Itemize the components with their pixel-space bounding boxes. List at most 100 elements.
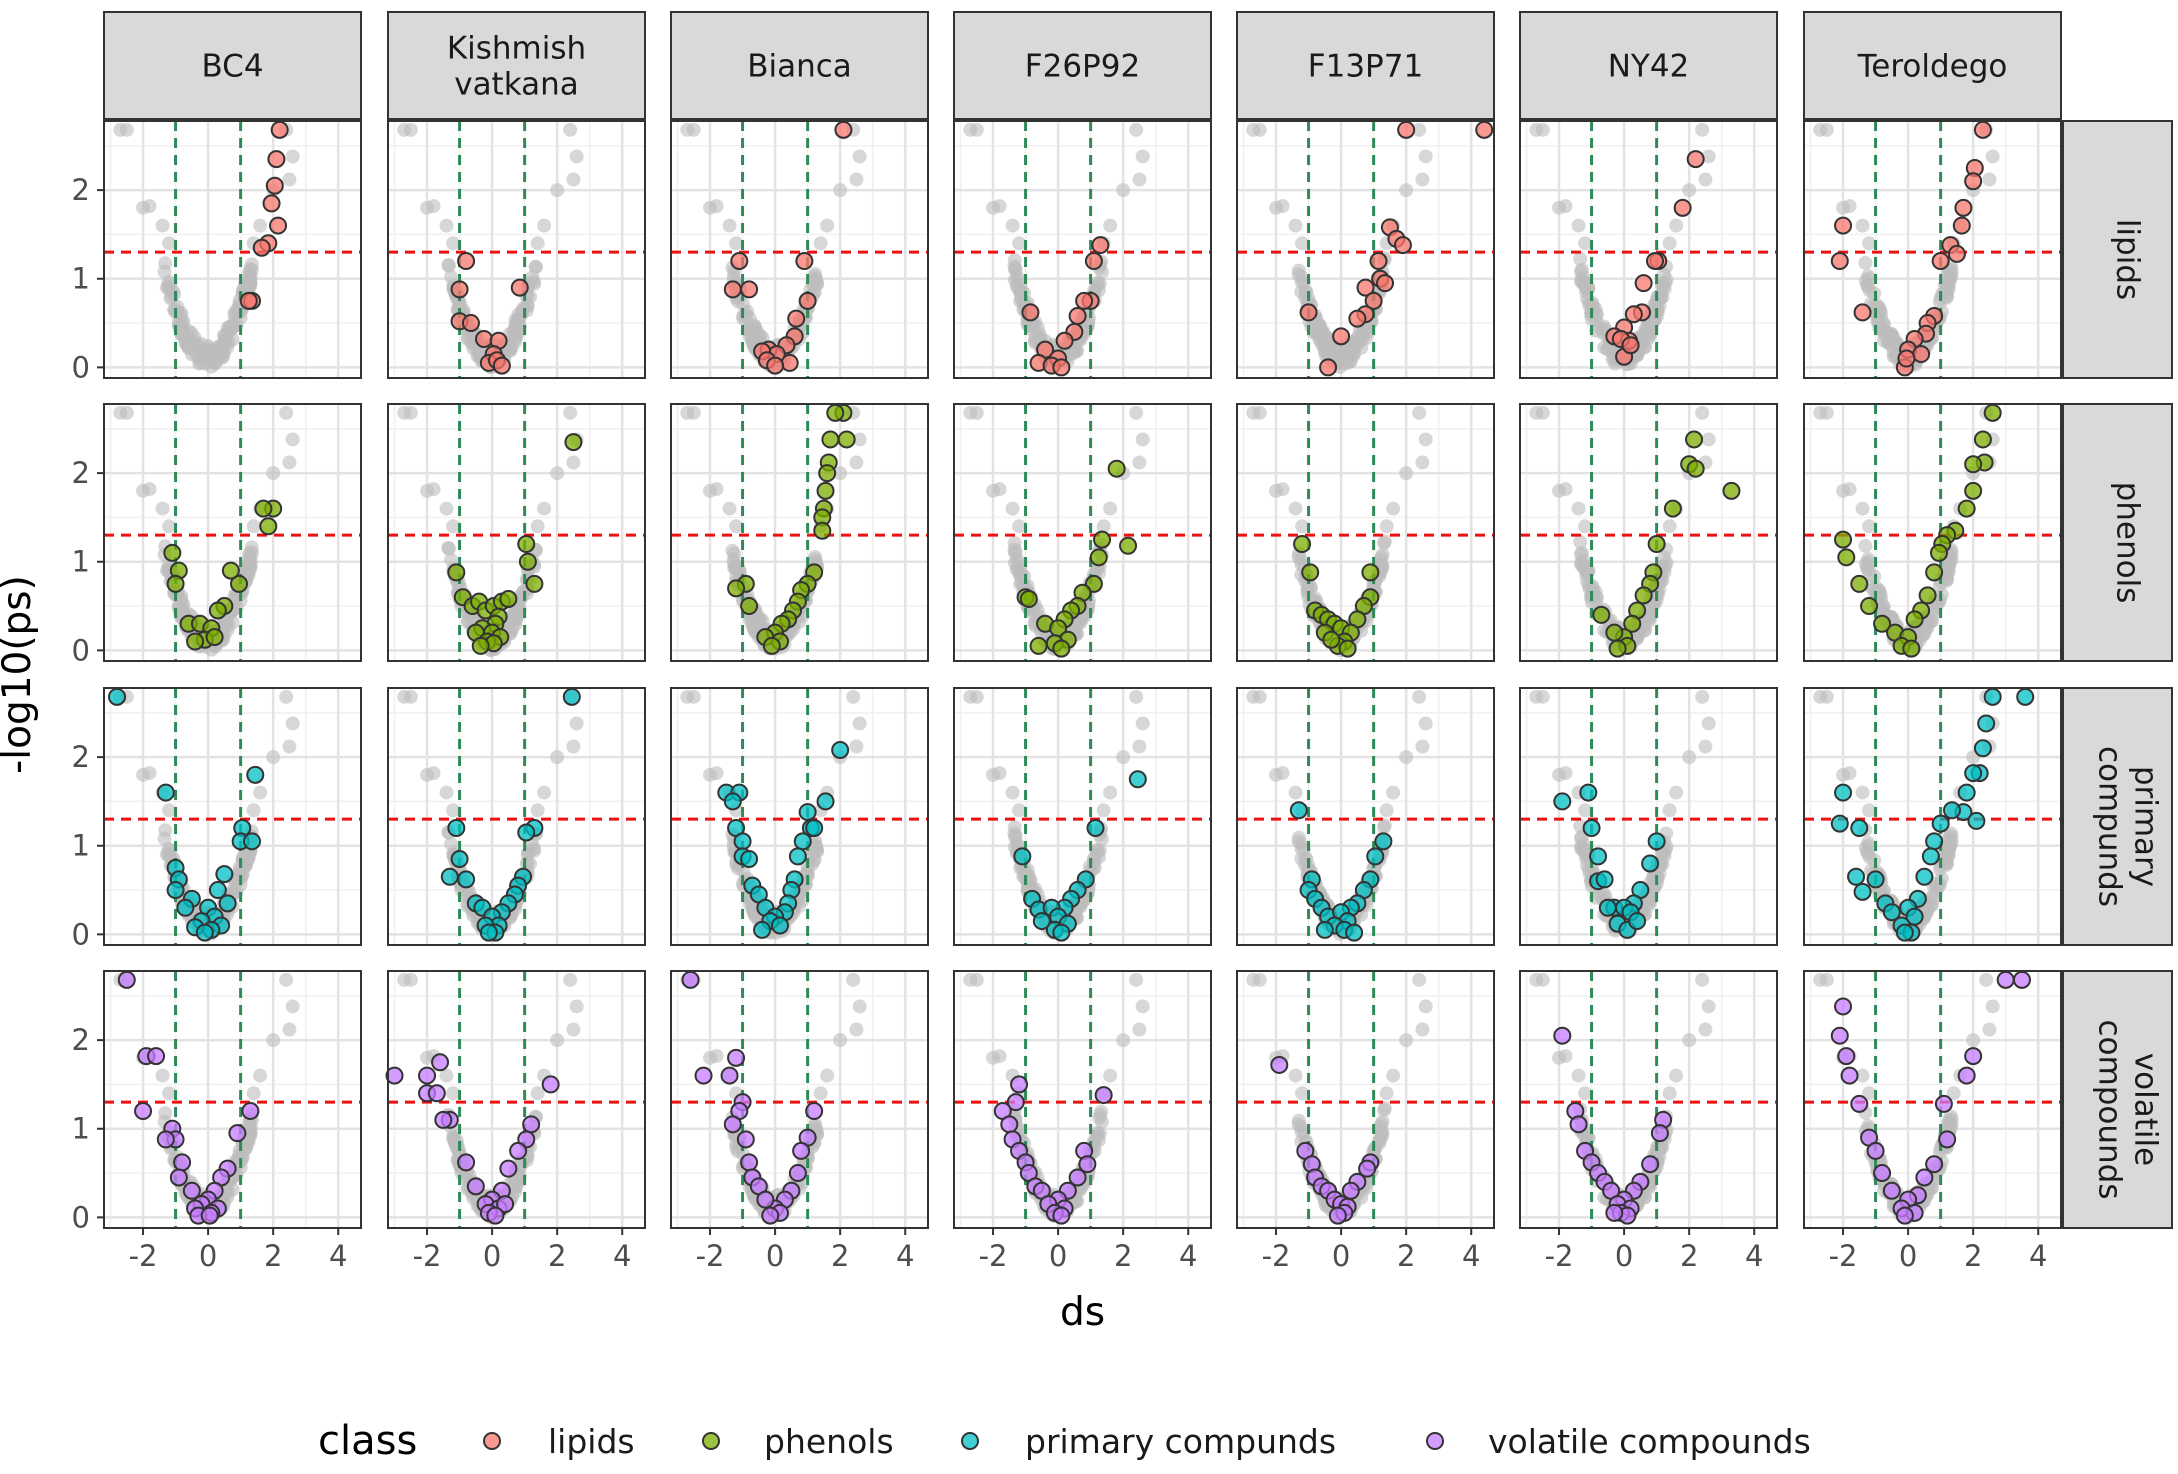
data-point: [1086, 819, 1105, 838]
data-point: [418, 1066, 437, 1085]
data-point: [1361, 563, 1380, 582]
background-point: [136, 483, 151, 498]
background-point: [1412, 405, 1427, 420]
background-point: [1007, 826, 1022, 841]
data-point: [1000, 1115, 1019, 1134]
background-point: [1659, 272, 1674, 287]
background-point: [285, 999, 300, 1014]
background-point: [563, 972, 578, 987]
background-point: [1012, 567, 1027, 582]
data-point: [1947, 244, 1966, 263]
background-point: [537, 785, 552, 800]
background-point: [1007, 259, 1022, 274]
background-point: [157, 264, 172, 279]
background-point: [569, 716, 584, 731]
panel-border: [953, 687, 1212, 946]
background-point: [1887, 334, 1902, 349]
background-point: [852, 432, 867, 447]
background-point: [1308, 591, 1323, 606]
background-point: [1591, 887, 1606, 902]
data-point: [1369, 252, 1388, 271]
data-point: [1075, 291, 1094, 310]
data-point: [1847, 867, 1866, 886]
background-point: [1132, 172, 1147, 187]
data-point: [1952, 216, 1971, 235]
data-point: [1860, 597, 1879, 616]
data-point: [1964, 764, 1983, 783]
background-point: [1585, 581, 1600, 596]
data-point: [270, 120, 289, 139]
x-tick-label: -2: [696, 1239, 725, 1273]
y-tick-label: 0: [72, 1200, 90, 1234]
data-point: [1345, 923, 1364, 942]
row-strip-label: phenols: [2110, 482, 2146, 604]
background-point: [1695, 122, 1710, 137]
row-strip-label: compounds: [2092, 1020, 2128, 1200]
data-point: [1119, 536, 1138, 555]
y-tick-label: 0: [72, 633, 90, 667]
background-point: [1379, 519, 1394, 534]
data-point: [1964, 455, 1983, 474]
data-point: [1628, 912, 1647, 931]
data-point: [1647, 832, 1666, 851]
row-strip-label: lipids: [2110, 219, 2146, 300]
background-point: [506, 607, 521, 622]
background-point: [246, 803, 261, 818]
background-point: [1701, 432, 1716, 447]
data-point: [1322, 630, 1341, 649]
data-point: [450, 850, 469, 869]
data-point: [1052, 358, 1071, 377]
panel-border: [103, 120, 362, 379]
panel-border: [953, 970, 1212, 1229]
panel-border: [387, 403, 646, 662]
background-point: [1535, 122, 1550, 137]
background-point: [1132, 455, 1147, 470]
data-point: [1866, 870, 1885, 889]
data-point: [1397, 120, 1416, 139]
background-point: [1374, 1126, 1389, 1141]
background-point: [1412, 972, 1427, 987]
data-point: [1850, 819, 1869, 838]
data-point: [727, 1048, 746, 1067]
data-point: [1634, 274, 1653, 293]
background-point: [444, 269, 459, 284]
data-point: [457, 870, 476, 889]
data-point: [176, 898, 195, 917]
background-point: [1415, 172, 1430, 187]
background-point: [1012, 803, 1027, 818]
data-point: [1475, 120, 1494, 139]
x-tick-label: 2: [548, 1239, 566, 1273]
background-point: [403, 689, 418, 704]
background-point: [1288, 1068, 1303, 1083]
background-point: [1642, 610, 1657, 625]
data-point: [1052, 1206, 1071, 1225]
background-point: [807, 844, 822, 859]
column-strip: [953, 11, 1212, 120]
background-point: [279, 972, 294, 987]
background-point: [225, 332, 240, 347]
background-point: [1269, 200, 1284, 215]
background-point: [1858, 255, 1873, 270]
data-point: [1605, 623, 1624, 642]
data-point: [517, 823, 536, 842]
data-point: [1647, 535, 1666, 554]
background-point: [1377, 534, 1392, 549]
data-point: [816, 792, 835, 811]
background-point: [282, 739, 297, 754]
column-strip: [1236, 11, 1495, 120]
background-point: [420, 1050, 435, 1065]
data-point: [1068, 1168, 1087, 1187]
data-point: [182, 1181, 201, 1200]
data-point: [186, 632, 205, 651]
data-point: [471, 636, 490, 655]
background-point: [703, 200, 718, 215]
data-point: [166, 881, 185, 900]
data-point: [736, 1130, 755, 1149]
column-strip-label: F13P71: [1308, 49, 1423, 85]
background-point: [155, 501, 170, 516]
column-strip: [1519, 11, 1778, 120]
panel-border: [1236, 687, 1495, 946]
background-point: [1858, 538, 1873, 553]
background-point: [1552, 200, 1567, 215]
background-point: [241, 851, 256, 866]
